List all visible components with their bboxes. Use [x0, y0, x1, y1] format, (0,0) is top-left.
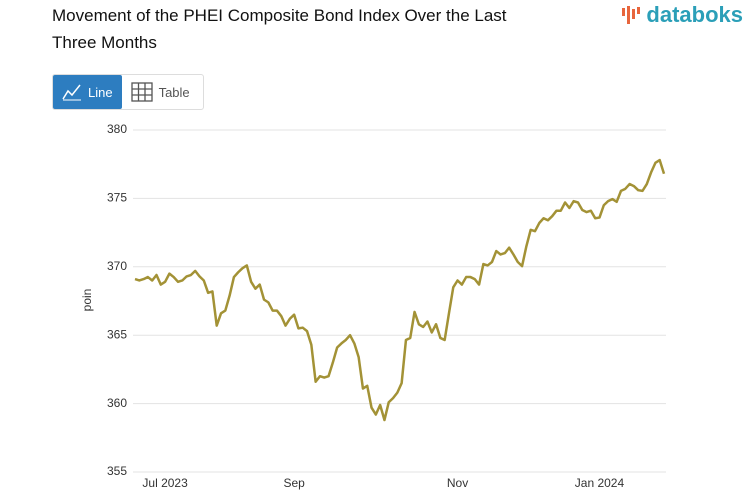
line-icon — [62, 84, 81, 101]
table-tab[interactable]: Table — [122, 75, 199, 109]
logo-icon — [622, 6, 641, 24]
x-tick-label: Jul 2023 — [142, 476, 188, 490]
x-tick-label: Nov — [447, 476, 468, 490]
table-icon — [130, 82, 153, 102]
y-tick-label: 365 — [107, 327, 127, 341]
x-tick-label: Sep — [283, 476, 305, 490]
logo: databoks — [620, 2, 743, 28]
data-line — [134, 158, 666, 422]
tab-label: Table — [158, 84, 190, 100]
y-tick-label: 375 — [107, 191, 127, 205]
y-tick-label: 380 — [107, 122, 127, 136]
tab-label: Line — [88, 84, 113, 100]
view-toggle: Line Table — [52, 74, 204, 110]
y-tick-label: 370 — [107, 259, 127, 273]
line-tab[interactable]: Line — [53, 75, 122, 109]
y-tick-label: 360 — [107, 396, 127, 410]
x-tick-label: Jan 2024 — [575, 476, 625, 490]
y-tick-label: 355 — [107, 464, 127, 478]
chart-title: Movement of the PHEI Composite Bond Inde… — [52, 6, 507, 52]
logo-text: databoks — [646, 2, 743, 27]
y-axis-label: poin — [80, 289, 94, 312]
